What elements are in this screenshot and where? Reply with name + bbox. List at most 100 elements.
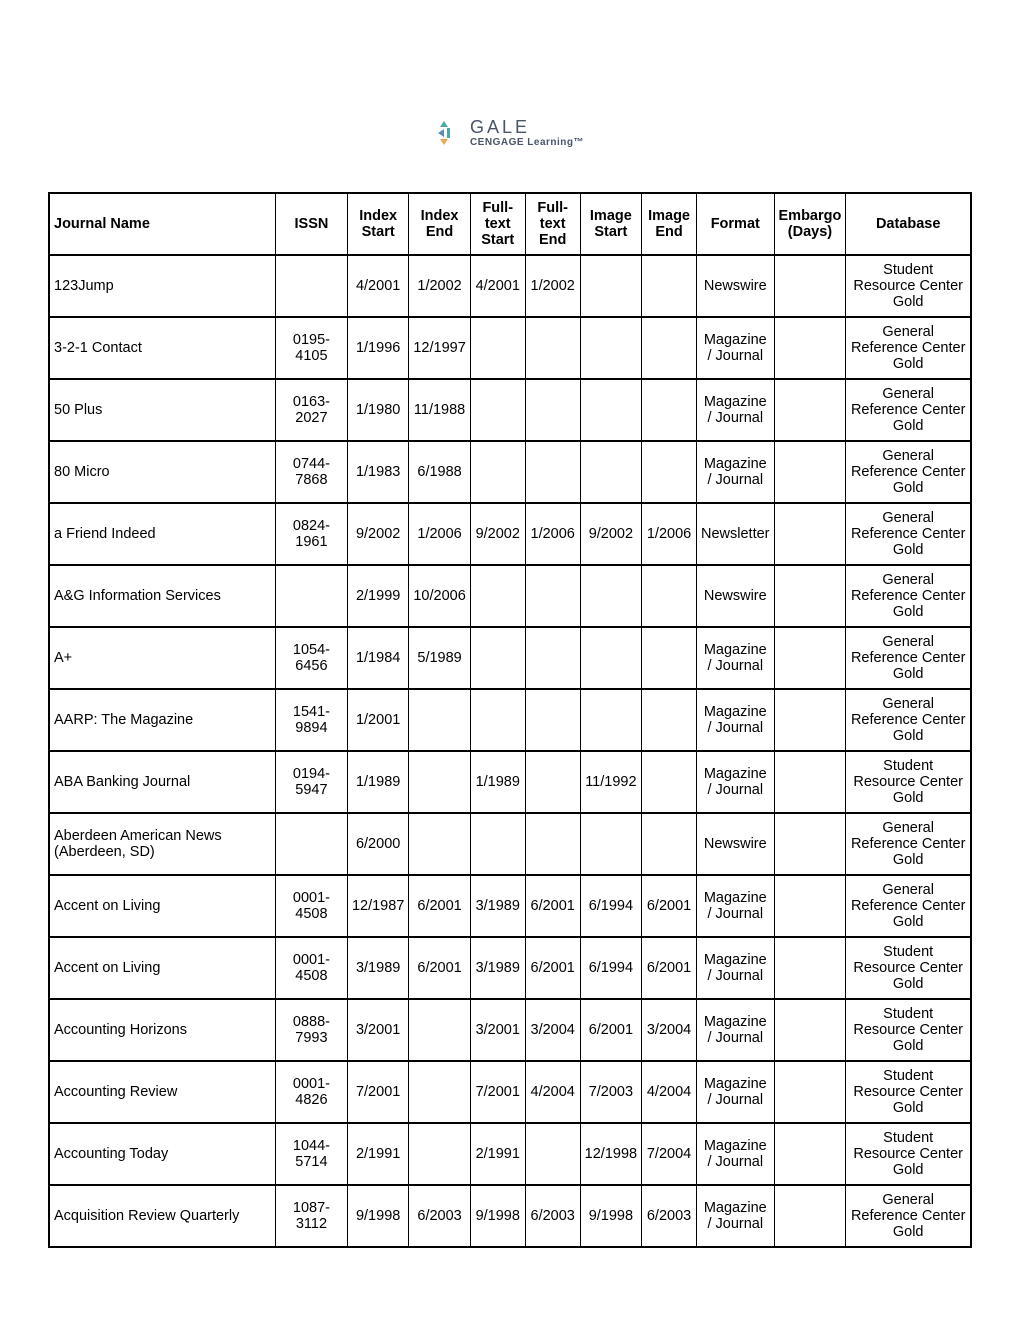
table-cell — [642, 751, 697, 813]
table-cell: Magazine / Journal — [697, 999, 775, 1061]
table-cell: General Reference Center Gold — [846, 503, 971, 565]
table-cell — [642, 441, 697, 503]
table-cell: 6/2001 — [580, 999, 641, 1061]
header-fulltext-end: Full-text End — [525, 193, 580, 255]
table-cell — [580, 627, 641, 689]
table-cell: ABA Banking Journal — [49, 751, 275, 813]
table-cell — [470, 565, 525, 627]
table-cell: Accounting Horizons — [49, 999, 275, 1061]
table-cell: 3-2-1 Contact — [49, 317, 275, 379]
table-cell — [409, 1061, 470, 1123]
table-cell: 12/1987 — [347, 875, 408, 937]
table-cell: General Reference Center Gold — [846, 875, 971, 937]
table-cell — [275, 255, 347, 317]
table-cell: 1087-3112 — [275, 1185, 347, 1247]
table-cell: 0194-5947 — [275, 751, 347, 813]
table-row: Accounting Today1044-57142/19912/199112/… — [49, 1123, 971, 1185]
table-cell: 6/2001 — [409, 875, 470, 937]
table-row: Aberdeen American News (Aberdeen, SD)6/2… — [49, 813, 971, 875]
table-cell: 6/2001 — [642, 937, 697, 999]
table-cell — [525, 565, 580, 627]
table-cell — [774, 689, 846, 751]
table-cell: 1/2002 — [525, 255, 580, 317]
table-cell: Magazine / Journal — [697, 875, 775, 937]
table-cell — [580, 441, 641, 503]
table-cell: AARP: The Magazine — [49, 689, 275, 751]
table-cell: 1044-5714 — [275, 1123, 347, 1185]
header-embargo: Embargo (Days) — [774, 193, 846, 255]
table-cell: 50 Plus — [49, 379, 275, 441]
table-cell: 1/1989 — [347, 751, 408, 813]
logo-subbrand: CENGAGE Learning™ — [470, 138, 584, 148]
table-cell: 4/2004 — [642, 1061, 697, 1123]
table-cell: 0824-1961 — [275, 503, 347, 565]
logo-text: GALE CENGAGE Learning™ — [470, 118, 584, 148]
table-cell: 1/2001 — [347, 689, 408, 751]
table-cell: A&G Information Services — [49, 565, 275, 627]
table-cell: 7/2004 — [642, 1123, 697, 1185]
table-cell: Newsletter — [697, 503, 775, 565]
table-cell: 6/2001 — [525, 937, 580, 999]
table-cell: Newswire — [697, 255, 775, 317]
table-row: 123Jump4/20011/20024/20011/2002NewswireS… — [49, 255, 971, 317]
table-cell — [580, 379, 641, 441]
table-cell: Magazine / Journal — [697, 627, 775, 689]
table-cell: 1541-9894 — [275, 689, 347, 751]
table-cell — [642, 565, 697, 627]
table-cell: 9/2002 — [347, 503, 408, 565]
table-cell: General Reference Center Gold — [846, 317, 971, 379]
table-row: Accent on Living0001-450812/19876/20013/… — [49, 875, 971, 937]
table-cell: 3/2004 — [525, 999, 580, 1061]
table-row: Acquisition Review Quarterly1087-31129/1… — [49, 1185, 971, 1247]
table-cell: General Reference Center Gold — [846, 813, 971, 875]
table-cell: 1/2006 — [409, 503, 470, 565]
table-cell — [774, 627, 846, 689]
table-cell — [774, 503, 846, 565]
table-cell — [580, 813, 641, 875]
table-cell: Student Resource Center Gold — [846, 1123, 971, 1185]
table-cell — [525, 813, 580, 875]
table-cell — [409, 1123, 470, 1185]
table-cell — [642, 689, 697, 751]
table-cell: 4/2001 — [470, 255, 525, 317]
table-row: A&G Information Services2/199910/2006New… — [49, 565, 971, 627]
table-cell: Accent on Living — [49, 875, 275, 937]
table-cell: 1/2006 — [642, 503, 697, 565]
table-cell — [774, 317, 846, 379]
table-cell: 6/2003 — [525, 1185, 580, 1247]
header-image-end: Image End — [642, 193, 697, 255]
table-cell — [774, 813, 846, 875]
table-cell: 3/2001 — [347, 999, 408, 1061]
table-cell: Magazine / Journal — [697, 1061, 775, 1123]
table-cell: 80 Micro — [49, 441, 275, 503]
table-cell — [774, 379, 846, 441]
table-cell: 1/2002 — [409, 255, 470, 317]
table-cell: General Reference Center Gold — [846, 379, 971, 441]
table-cell: 6/2003 — [409, 1185, 470, 1247]
table-cell — [774, 255, 846, 317]
table-cell: 1/2006 — [525, 503, 580, 565]
table-cell: 2/1999 — [347, 565, 408, 627]
table-cell: Student Resource Center Gold — [846, 751, 971, 813]
table-cell: 6/2001 — [409, 937, 470, 999]
table-cell — [470, 317, 525, 379]
table-cell — [470, 379, 525, 441]
header-index-end: Index End — [409, 193, 470, 255]
table-cell — [275, 813, 347, 875]
header-issn: ISSN — [275, 193, 347, 255]
table-cell: General Reference Center Gold — [846, 689, 971, 751]
table-cell: Newswire — [697, 565, 775, 627]
table-cell — [774, 565, 846, 627]
table-cell: 6/2000 — [347, 813, 408, 875]
table-cell — [525, 627, 580, 689]
table-cell — [275, 565, 347, 627]
table-cell: General Reference Center Gold — [846, 441, 971, 503]
table-cell — [470, 441, 525, 503]
table-cell: 0001-4826 — [275, 1061, 347, 1123]
table-cell — [470, 689, 525, 751]
table-row: Accounting Horizons0888-79933/20013/2001… — [49, 999, 971, 1061]
table-cell — [525, 689, 580, 751]
header-image-start: Image Start — [580, 193, 641, 255]
table-cell: Student Resource Center Gold — [846, 999, 971, 1061]
table-cell: 9/1998 — [347, 1185, 408, 1247]
